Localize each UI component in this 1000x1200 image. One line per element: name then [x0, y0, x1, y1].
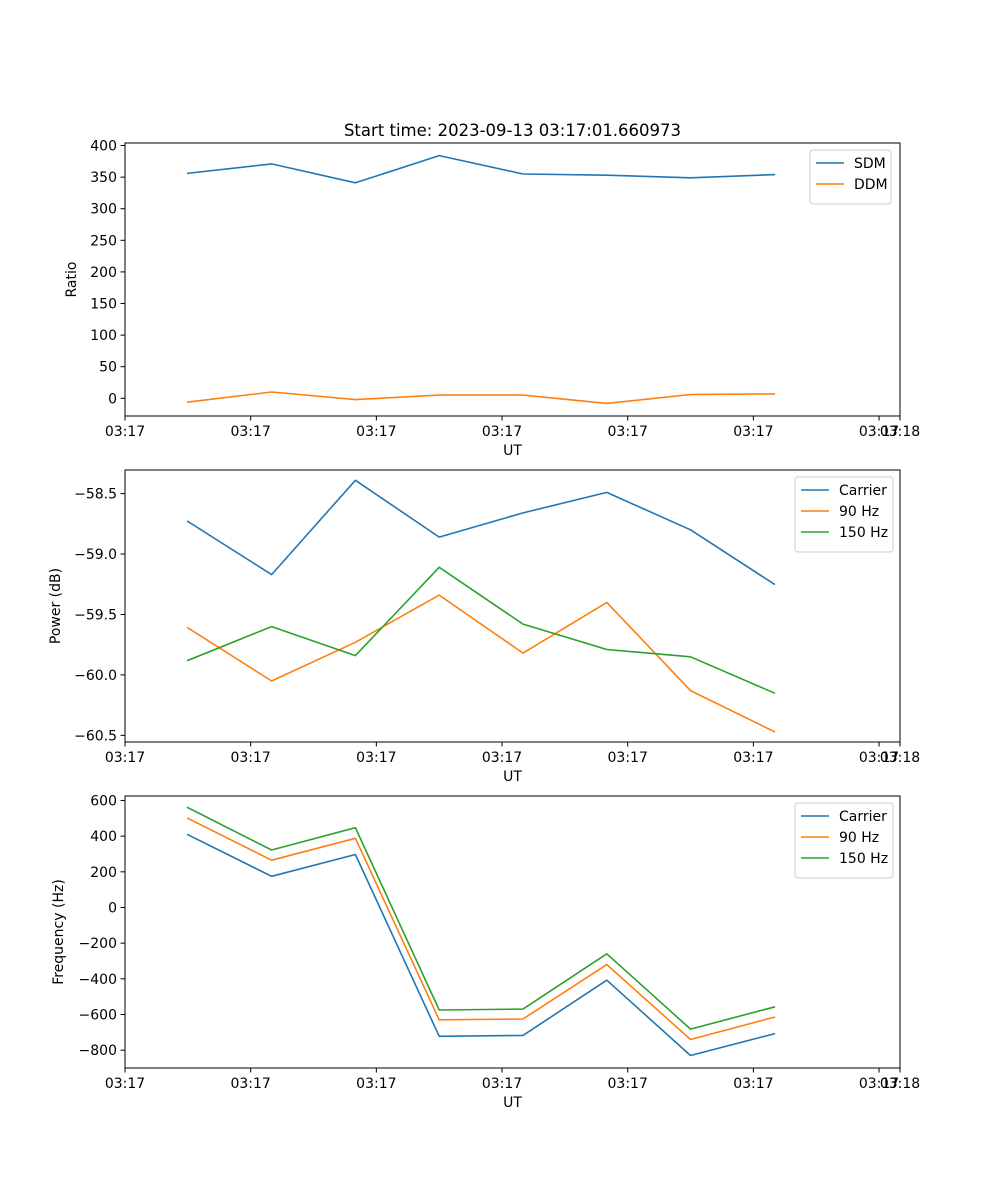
x-tick-label: 03:17	[105, 750, 145, 766]
legend-label: 90 Hz	[839, 830, 879, 846]
y-tick-label: −400	[79, 972, 117, 988]
series-line-carrier	[186, 833, 776, 1057]
x-tick-label: 03:17	[733, 1076, 773, 1092]
y-tick-label: −58.5	[74, 487, 117, 503]
y-tick-label: 350	[90, 170, 117, 186]
x-tick-label: 03:18	[880, 1076, 920, 1092]
x-tick-label: 03:17	[230, 424, 270, 440]
y-tick-label: −59.5	[74, 607, 117, 623]
x-tick-label: 03:17	[230, 1076, 270, 1092]
legend-label: SDM	[854, 156, 886, 172]
y-tick-label: 50	[99, 360, 117, 376]
legend: Carrier 90 Hz 150 Hz	[794, 476, 894, 553]
y-tick-label: 600	[90, 793, 117, 809]
x-tick-label: 03:17	[482, 424, 522, 440]
x-tick-label: 03:18	[880, 424, 920, 440]
y-tick-label: 200	[90, 265, 117, 281]
axes-frame	[124, 142, 901, 417]
legend: Carrier 90 Hz 150 Hz	[794, 802, 894, 879]
legend-label: 150 Hz	[839, 525, 888, 541]
y-tick-label: −60.5	[74, 728, 117, 744]
x-tick-label: 03:17	[105, 424, 145, 440]
y-tick-label: −800	[79, 1043, 117, 1059]
series-line-150-hz	[186, 566, 776, 695]
y-tick-label: 400	[90, 829, 117, 845]
y-tick-label: 100	[90, 328, 117, 344]
legend-label: Carrier	[839, 809, 887, 825]
y-tick-label: 0	[108, 900, 117, 916]
x-axis-label: UT	[503, 1095, 522, 1111]
y-tick-label: 150	[90, 297, 117, 313]
series-line-150-hz	[186, 806, 776, 1030]
series-line-90-hz	[186, 594, 776, 733]
x-tick-label: 03:17	[105, 1076, 145, 1092]
y-tick-label: −60.0	[74, 668, 117, 684]
figure-title: Start time: 2023-09-13 03:17:01.660973	[344, 121, 681, 140]
legend-box	[794, 802, 894, 879]
x-tick-label: 03:17	[608, 424, 648, 440]
y-tick-label: −600	[79, 1007, 117, 1023]
y-tick-label: −200	[79, 936, 117, 952]
x-tick-label: 03:18	[880, 750, 920, 766]
series-line-ddm	[186, 391, 776, 405]
series-line-sdm	[186, 154, 776, 184]
x-tick-label: 03:17	[230, 750, 270, 766]
series-line-carrier	[186, 479, 776, 586]
y-tick-label: −59.0	[74, 547, 117, 563]
x-tick-label: 03:17	[859, 1076, 899, 1092]
x-tick-label: 03:17	[356, 424, 396, 440]
legend-label: 150 Hz	[839, 851, 888, 867]
x-tick-label: 03:17	[859, 424, 899, 440]
x-tick-label: 03:17	[733, 750, 773, 766]
x-tick-label: 03:17	[859, 750, 899, 766]
y-tick-label: 300	[90, 202, 117, 218]
legend-box	[794, 476, 894, 553]
y-tick-label: 0	[108, 391, 117, 407]
series-line-90-hz	[186, 817, 776, 1041]
y-tick-label: 400	[90, 139, 117, 155]
y-tick-label: 250	[90, 233, 117, 249]
y-tick-label: 200	[90, 865, 117, 881]
x-tick-label: 03:17	[608, 1076, 648, 1092]
x-tick-label: 03:17	[608, 750, 648, 766]
panel-1: 03:17 03:17 03:17 03:17 03:17 03:17 03:1703:18…	[64, 139, 920, 459]
panel-2: 03:17 03:17 03:17 03:17 03:17 03:17 03:1703:18…	[48, 469, 920, 785]
y-axis-label: Frequency (Hz)	[51, 879, 67, 985]
x-tick-label: 03:17	[356, 1076, 396, 1092]
legend-label: Carrier	[839, 483, 887, 499]
x-tick-label: 03:17	[482, 750, 522, 766]
x-tick-label: 03:17	[733, 424, 773, 440]
panel-3: 03:17 03:17 03:17 03:17 03:17 03:17 03:1703:18…	[51, 793, 920, 1111]
axes-frame	[124, 795, 901, 1069]
x-axis-label: UT	[503, 443, 522, 459]
legend-label: DDM	[854, 177, 888, 193]
y-axis-label: Ratio	[64, 262, 80, 298]
x-axis-label: UT	[503, 769, 522, 785]
axes-frame	[124, 469, 901, 743]
legend: SDM DDM	[809, 149, 892, 205]
y-axis-label: Power (dB)	[48, 568, 64, 644]
legend-label: 90 Hz	[839, 504, 879, 520]
x-tick-label: 03:17	[482, 1076, 522, 1092]
x-tick-label: 03:17	[356, 750, 396, 766]
